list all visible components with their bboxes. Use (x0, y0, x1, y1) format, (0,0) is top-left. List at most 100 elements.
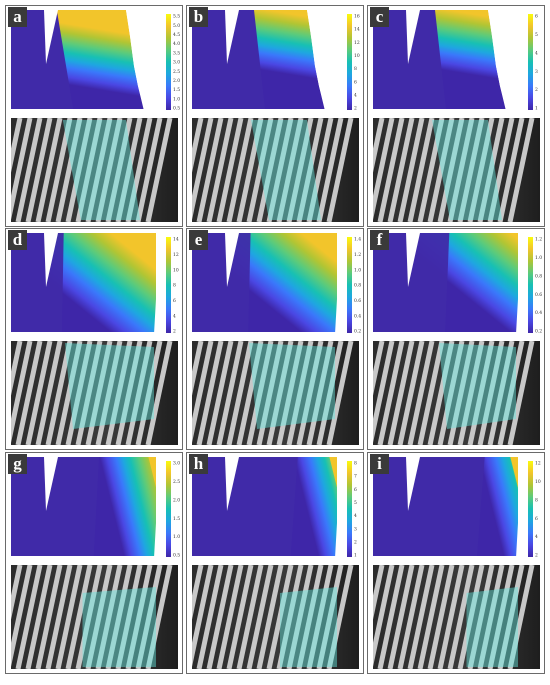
mask-wedge (406, 10, 420, 64)
colorbar-tick-label: 14 (173, 237, 179, 243)
outside-mask (11, 556, 166, 561)
colorbar-tick-label: 3.0 (173, 60, 180, 66)
colorbar-tick-label: 4 (354, 513, 357, 519)
colorbar-tick-label: 5 (535, 32, 538, 38)
colorbar-tick-label: 5 (354, 500, 357, 506)
panel-g: 3.0 2.5 2.0 1.5 1.0 0.5 g (5, 452, 183, 674)
background-region (373, 233, 408, 332)
panel-label: d (8, 230, 27, 250)
background-region (46, 10, 74, 109)
background-region (408, 457, 485, 556)
outside-mask (335, 457, 347, 558)
background-region (11, 457, 46, 556)
mask-wedge (44, 457, 58, 511)
displacement-overlay (466, 587, 518, 667)
strand-stripes (373, 565, 535, 669)
panel-i: 12 10 8 6 4 2 i (367, 452, 545, 674)
colorbar-tick-label: 3.5 (173, 50, 180, 56)
mask-wedge (44, 10, 58, 64)
colorbar (166, 14, 171, 110)
colorbar-tick-label: 8 (354, 66, 357, 72)
colorbar-tick-label: 1.0 (535, 255, 542, 261)
colorbar (528, 237, 533, 333)
displacement-field (227, 233, 345, 332)
colorbar-tick-label: 4 (535, 534, 538, 540)
colorbar-tick-label: 0.4 (535, 310, 542, 316)
background-region (11, 233, 46, 332)
colorbar-tick-label: 4 (535, 50, 538, 56)
colorbar-tick-label: 8 (173, 283, 176, 289)
panel-f-graphic: 1.2 1.0 0.8 0.6 0.4 0.2 (373, 233, 542, 445)
colorbar-tick-label: 1.4 (354, 237, 361, 243)
colorbar-tick-label: 2 (354, 539, 357, 545)
colorbar-tick-label: 5.0 (173, 23, 180, 29)
colorbar-tick-label: 10 (354, 53, 360, 59)
colorbar-tick-label: 0.8 (354, 283, 361, 289)
panel-g-graphic: 3.0 2.5 2.0 1.5 1.0 0.5 (11, 457, 180, 669)
panel-label: a (8, 7, 27, 27)
mask-wedge (225, 233, 239, 287)
strand-stripes (373, 118, 535, 222)
panel-e-graphic: 1.4 1.2 1.0 0.8 0.6 0.4 0.2 (192, 233, 361, 445)
background-region (46, 457, 100, 556)
panel-label: f (370, 230, 389, 250)
colorbar-tick-label: 6 (354, 79, 357, 85)
strand-stripes (192, 341, 354, 445)
colorbar-tick-label: 0.5 (173, 106, 180, 112)
panel-label: e (189, 230, 208, 250)
panel-c-graphic: 6 5 4 3 2 1 (373, 10, 540, 222)
panel-d: 14 12 10 8 6 4 2 d (5, 228, 183, 450)
mask-wedge (225, 457, 239, 511)
panel-b: 16 14 12 10 8 6 4 2 b (186, 5, 364, 227)
colorbar-tick-label: 1.0 (173, 96, 180, 102)
colorbar-tick-label: 14 (354, 27, 360, 33)
colorbar-tick-label: 6 (354, 487, 357, 493)
panel-label: h (189, 454, 208, 474)
panel-b-graphic: 16 14 12 10 8 6 4 2 (192, 10, 360, 222)
colorbar-tick-label: 2.5 (173, 479, 180, 485)
strand-stripes (11, 118, 173, 222)
outside-mask (516, 457, 528, 558)
colorbar-tick-label: 1 (354, 553, 357, 559)
colorbar-tick-label: 8 (354, 461, 357, 467)
mask-wedge (406, 457, 420, 511)
panel-e: 1.4 1.2 1.0 0.8 0.6 0.4 0.2 e (186, 228, 364, 450)
colorbar-tick-label: 4.0 (173, 41, 180, 47)
outside-mask (488, 10, 528, 111)
strand-stripes (373, 341, 535, 445)
colorbar (347, 461, 352, 557)
background-region (11, 10, 46, 109)
colorbar-tick-label: 10 (173, 267, 179, 273)
colorbar-tick-label: 6 (535, 14, 538, 20)
displacement-overlay (249, 343, 335, 429)
colorbar (347, 237, 352, 333)
outside-mask (373, 556, 528, 561)
background-region (227, 10, 265, 109)
panel-label: c (370, 7, 389, 27)
colorbar-tick-label: 2 (535, 553, 538, 559)
colorbar-tick-label: 12 (354, 40, 360, 46)
colorbar (528, 14, 533, 110)
mask-wedge (406, 233, 420, 287)
colorbar-tick-label: 7 (354, 474, 357, 480)
outside-mask (192, 556, 347, 561)
outside-mask (307, 10, 347, 111)
outside-mask (126, 10, 166, 111)
mask-wedge (225, 10, 239, 64)
strand-stripes (11, 341, 173, 445)
colorbar-tick-label: 2 (173, 329, 176, 335)
colorbar-tick-label: 2.5 (173, 69, 180, 75)
displacement-overlay (439, 343, 516, 429)
displacement-overlay (62, 120, 140, 220)
colorbar-tick-label: 12 (173, 252, 179, 258)
outside-mask (11, 109, 166, 114)
panel-label: g (8, 454, 27, 474)
outside-mask (154, 457, 166, 558)
colorbar-tick-label: 1.0 (173, 534, 180, 540)
colorbar-tick-label: 1.5 (173, 87, 180, 93)
mask-wedge (44, 233, 58, 287)
outside-mask (192, 109, 347, 114)
outside-mask (11, 332, 166, 337)
outside-mask (335, 233, 347, 334)
panel-h: 8 7 6 5 4 3 2 1 h (186, 452, 364, 674)
